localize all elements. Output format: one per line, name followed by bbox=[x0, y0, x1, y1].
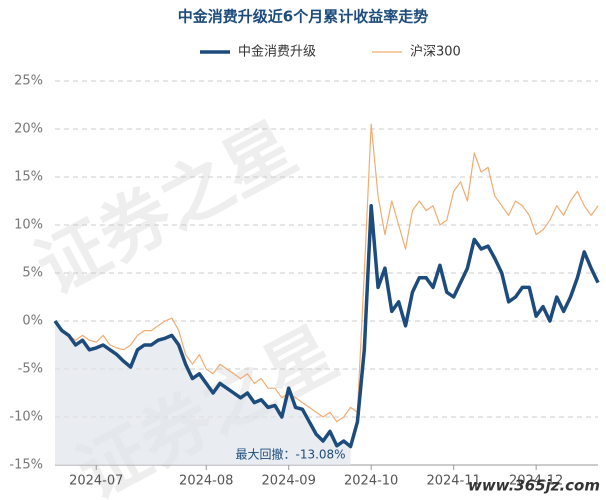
y-tick-label: -5% bbox=[18, 362, 43, 377]
drawdown-area bbox=[55, 321, 351, 465]
y-tick-label: 15% bbox=[14, 170, 43, 185]
x-tick-label: 2024-11 bbox=[426, 474, 480, 489]
y-tick-label: 5% bbox=[22, 266, 43, 281]
x-tick-label: 2024-08 bbox=[179, 474, 233, 489]
annotation: 最大回撤：-13.08% bbox=[236, 447, 346, 462]
y-tick-label: -10% bbox=[9, 410, 43, 425]
y-tick-label: 10% bbox=[14, 218, 43, 233]
y-tick-label: 20% bbox=[14, 122, 43, 137]
legend-label: 沪深300 bbox=[410, 44, 461, 60]
x-tick-label: 2024-12 bbox=[509, 474, 563, 489]
y-tick-label: 0% bbox=[22, 314, 43, 329]
legend-label: 中金消费升级 bbox=[238, 44, 316, 60]
series-line bbox=[53, 204, 600, 449]
y-tick-label: -15% bbox=[9, 458, 43, 473]
site-mark: www.365jz.com bbox=[468, 477, 600, 495]
chart-title: 中金消费升级近6个月累计收益率走势 bbox=[178, 8, 428, 26]
watermark: 证券之星 bbox=[23, 107, 309, 311]
y-tick-label: 25% bbox=[14, 74, 43, 89]
x-tick-label: 2024-10 bbox=[344, 474, 398, 489]
x-tick-label: 2024-07 bbox=[69, 474, 123, 489]
x-tick-label: 2024-09 bbox=[262, 474, 316, 489]
series-line bbox=[54, 123, 599, 423]
